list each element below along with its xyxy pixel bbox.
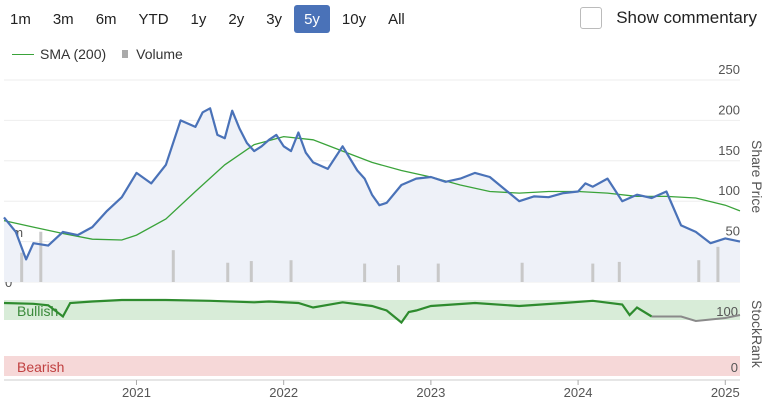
range-button-6m[interactable]: 6m [86,5,127,33]
price-tick-label: 200 [718,102,740,117]
x-tick-label: 2025 [711,385,740,400]
volume-bar [716,246,720,282]
commentary-label: Show commentary [616,8,757,27]
range-button-10y[interactable]: 10y [332,5,376,33]
volume-legend-label: Volume [136,46,183,62]
commentary-checkbox[interactable] [580,7,603,29]
volume-bar [396,265,400,282]
x-tick-label: 2023 [416,385,445,400]
volume-bar [171,250,175,282]
price-tick-label: 50 [726,224,740,239]
price-tick-label: 250 [718,62,740,77]
share-price-axis-label: Share Price [749,140,765,213]
bullish-band [4,300,740,320]
bullish-label: Bullish [17,303,58,319]
volume-bar [591,263,595,282]
price-tick-label: 100 [718,183,740,198]
volume-bar [289,260,293,282]
bearish-band [4,356,740,376]
range-button-5y[interactable]: 5y [294,5,330,33]
volume-bar [20,252,24,282]
range-button-1m[interactable]: 1m [0,5,41,33]
range-button-3m[interactable]: 3m [43,5,84,33]
volume-bar [39,231,43,282]
stockrank-tick-bottom: 0 [731,360,738,375]
range-button-3y[interactable]: 3y [256,5,292,33]
x-tick-label: 2024 [564,385,593,400]
sma-legend-swatch [12,53,34,55]
range-button-ytd[interactable]: YTD [129,5,179,33]
volume-bar [249,261,253,282]
sma-legend-label: SMA (200) [40,46,107,62]
range-button-1y[interactable]: 1y [181,5,217,33]
range-button-all[interactable]: All [378,5,415,33]
x-tick-label: 2022 [269,385,298,400]
stockrank-tick-top: 100 [716,304,738,319]
sma-line [3,135,741,241]
stockrank-line [3,298,653,325]
volume-bar [226,262,230,282]
volume-bar [697,260,701,282]
stockrank-line-recent [651,314,741,323]
price-tick-label: 150 [718,143,740,158]
price-line [3,107,741,261]
time-range-selector: 1m 3m 6m YTD 1y 2y 3y 5y 10y All [0,4,417,34]
stockrank-axis-label: StockRank [749,300,765,369]
bearish-label: Bearish [17,359,64,375]
volume-bar [617,261,621,282]
volume-tick-label: 0 [5,275,12,290]
chart-legend: SMA (200) Volume [12,46,183,62]
volume-bar [363,263,367,282]
show-commentary-toggle[interactable]: Show commentary [580,7,757,29]
volume-legend-swatch [122,50,129,58]
range-button-2y[interactable]: 2y [218,5,254,33]
volume-bar [436,263,440,282]
x-tick-label: 2021 [122,385,151,400]
volume-bar [520,262,524,282]
